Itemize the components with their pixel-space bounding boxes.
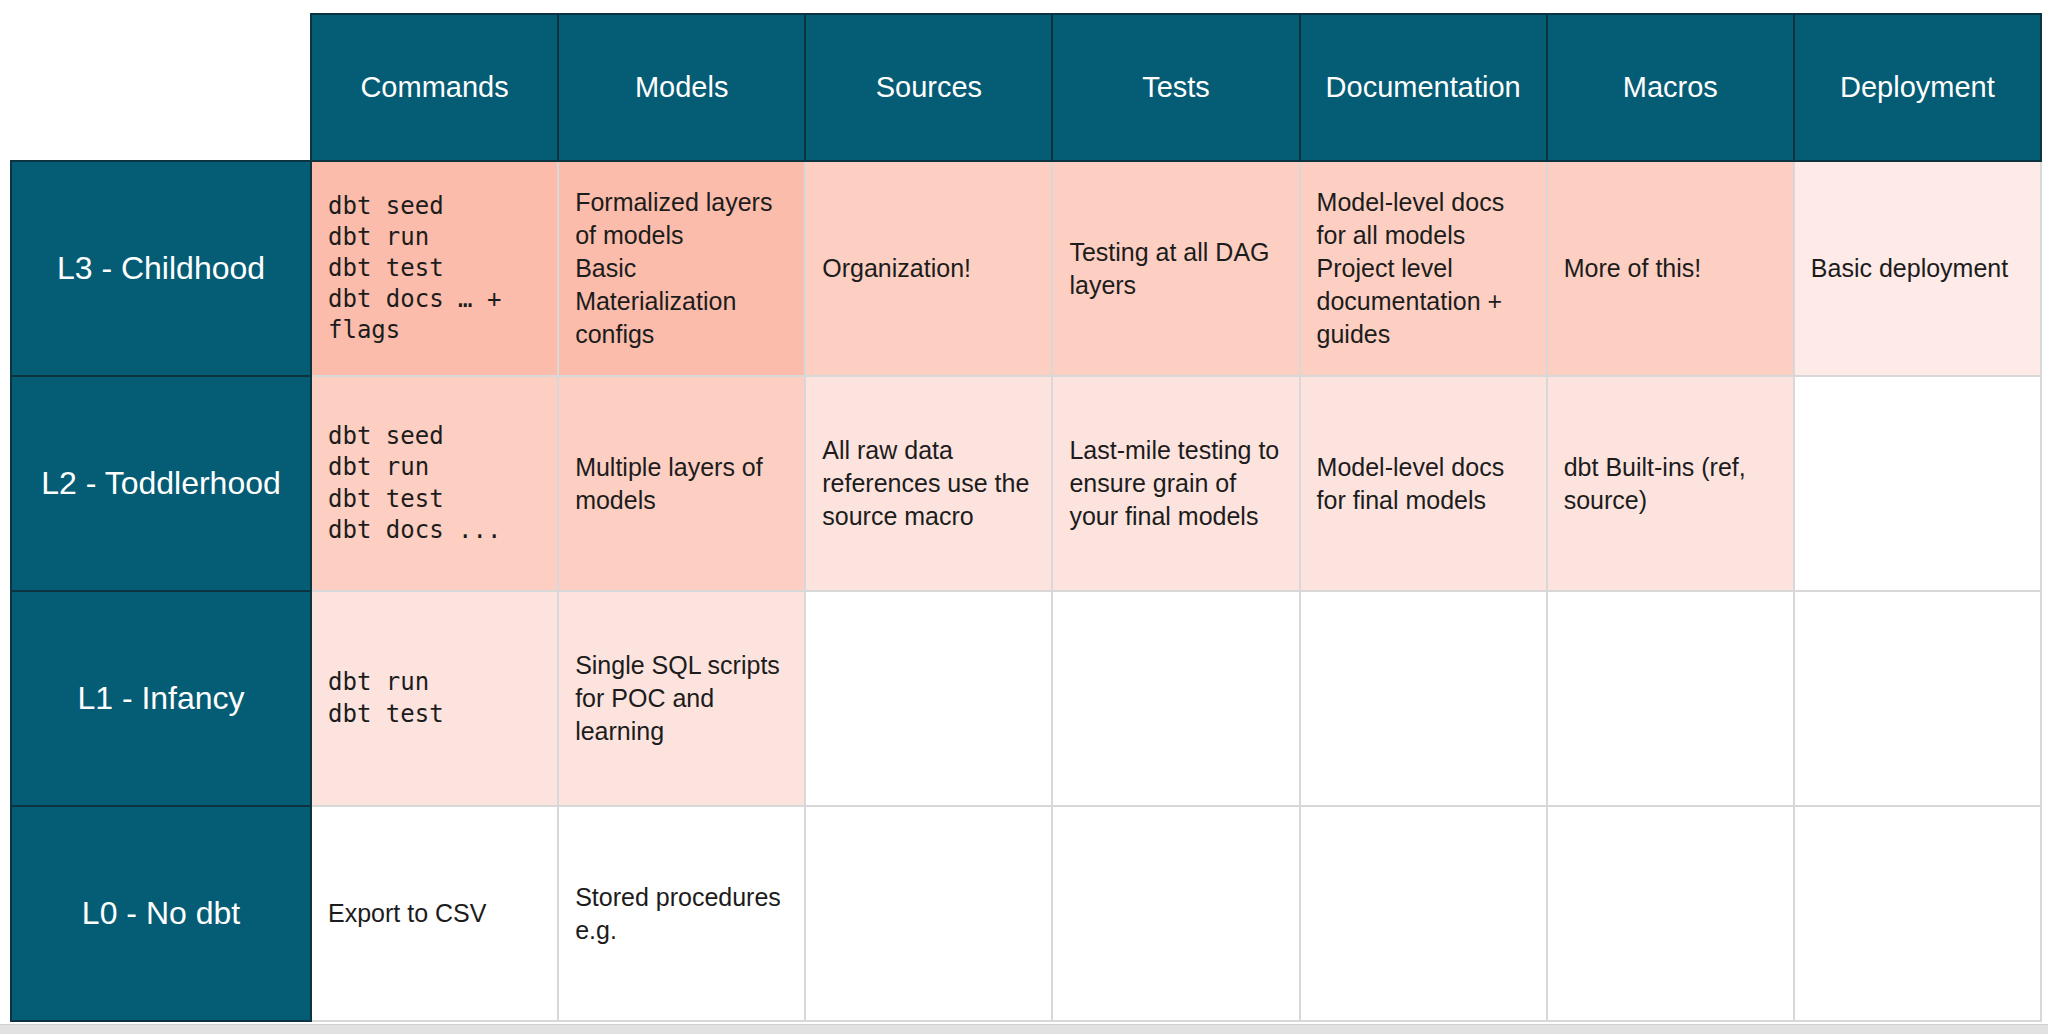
cell-l3-sources: Organization!: [805, 161, 1052, 376]
cell-l2-commands: dbt seed dbt run dbt test dbt docs ...: [311, 376, 558, 591]
column-header-documentation: Documentation: [1300, 14, 1547, 161]
cell-l0-documentation: [1300, 806, 1547, 1021]
cell-l3-models: Formalized layers of models Basic Materi…: [558, 161, 805, 376]
cell-l3-deployment: Basic deployment: [1794, 161, 2041, 376]
cell-l1-documentation: [1300, 591, 1547, 806]
column-header-models: Models: [558, 14, 805, 161]
cell-l1-tests: [1052, 591, 1299, 806]
row-label-l1: L1 - Infancy: [11, 591, 311, 806]
column-header-macros: Macros: [1547, 14, 1794, 161]
row-label-l3: L3 - Childhood: [11, 161, 311, 376]
table-row-l1: L1 - Infancydbt run dbt testSingle SQL s…: [11, 591, 2041, 806]
cell-l0-sources: [805, 806, 1052, 1021]
row-label-l2: L2 - Toddlerhood: [11, 376, 311, 591]
row-label-l0: L0 - No dbt: [11, 806, 311, 1021]
cell-l0-models: Stored procedures e.g.: [558, 806, 805, 1021]
column-header-tests: Tests: [1052, 14, 1299, 161]
cell-l2-macros: dbt Built-ins (ref, source): [1547, 376, 1794, 591]
cell-l3-tests: Testing at all DAG layers: [1052, 161, 1299, 376]
cell-l0-commands: Export to CSV: [311, 806, 558, 1021]
cell-l3-macros: More of this!: [1547, 161, 1794, 376]
cell-l1-deployment: [1794, 591, 2041, 806]
cell-l1-commands: dbt run dbt test: [311, 591, 558, 806]
table-row-l0: L0 - No dbtExport to CSVStored procedure…: [11, 806, 2041, 1021]
cell-l2-models: Multiple layers of models: [558, 376, 805, 591]
cell-l3-documentation: Model-level docs for all models Project …: [1300, 161, 1547, 376]
cell-l1-macros: [1547, 591, 1794, 806]
column-header-commands: Commands: [311, 14, 558, 161]
column-header-sources: Sources: [805, 14, 1052, 161]
cell-l0-macros: [1547, 806, 1794, 1021]
cell-l1-sources: [805, 591, 1052, 806]
cell-l0-tests: [1052, 806, 1299, 1021]
table-row-l2: L2 - Toddlerhooddbt seed dbt run dbt tes…: [11, 376, 2041, 591]
cell-l2-documentation: Model-level docs for final models: [1300, 376, 1547, 591]
cell-l0-deployment: [1794, 806, 2041, 1021]
cell-l3-commands: dbt seed dbt run dbt test dbt docs … + f…: [311, 161, 558, 376]
cell-l1-models: Single SQL scripts for POC and learning: [558, 591, 805, 806]
horizontal-scrollbar-track[interactable]: [0, 1024, 2048, 1034]
cell-l2-deployment: [1794, 376, 2041, 591]
cell-l2-sources: All raw data references use the source m…: [805, 376, 1052, 591]
corner-cell: [11, 14, 311, 161]
column-header-deployment: Deployment: [1794, 14, 2041, 161]
dbt-maturity-table: CommandsModelsSourcesTestsDocumentationM…: [10, 13, 2042, 1022]
table-row-l3: L3 - Childhooddbt seed dbt run dbt test …: [11, 161, 2041, 376]
header-row: CommandsModelsSourcesTestsDocumentationM…: [11, 14, 2041, 161]
cell-l2-tests: Last-mile testing to ensure grain of you…: [1052, 376, 1299, 591]
